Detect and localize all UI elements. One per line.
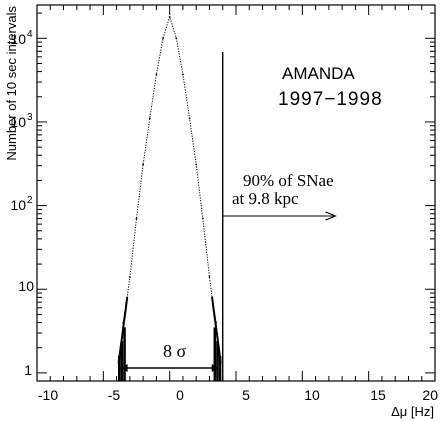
y-axis-title: Number of 10 sec intervals [4, 6, 19, 161]
y-tick-label-exponent: 4 [27, 29, 33, 40]
x-axis-title: Δμ [Hz] [391, 404, 434, 419]
data-point [168, 16, 171, 18]
y-tick-label-exponent: 3 [27, 112, 33, 123]
data-point [182, 73, 184, 76]
axis-ticks [36, 5, 436, 381]
y-tick-label: 10 [10, 197, 26, 213]
data-point [201, 217, 204, 220]
data-point [128, 276, 131, 278]
sigma-arrowhead-right [211, 364, 219, 372]
x-tick-label: -5 [108, 387, 121, 403]
data-point [195, 163, 198, 166]
sigma-arrowhead-left [120, 364, 128, 372]
y-tick-label: 1 [24, 362, 32, 378]
x-tick-label: 5 [242, 387, 250, 403]
x-tick-label: 0 [176, 387, 184, 403]
tail-step-left [117, 297, 129, 364]
x-tick-label: 10 [304, 387, 320, 403]
experiment-label: AMANDA [282, 64, 355, 83]
sigma-label: 8 σ [163, 341, 187, 361]
x-tick-label: -10 [38, 387, 58, 403]
snae-label-line2: at 9.8 kpc [232, 189, 299, 208]
data-point [188, 117, 191, 120]
snae-arrowhead [325, 211, 337, 221]
years-label: 1997−1998 [278, 89, 383, 110]
data-point [155, 73, 158, 76]
series-line [118, 15, 221, 373]
x-tick-label: 15 [370, 387, 386, 403]
data-point [175, 37, 178, 40]
y-tick-label: 10 [10, 31, 26, 47]
snae-label-line1: 90% of SNae [243, 171, 334, 190]
annotation-marks [120, 52, 337, 381]
data-point [148, 117, 151, 120]
tail-step-right [211, 297, 222, 364]
distribution-curve [117, 15, 222, 381]
y-tick-label: 10 [18, 278, 34, 294]
y-tick-label-exponent: 2 [27, 195, 33, 206]
data-point [208, 276, 211, 278]
y-tick-label: 10 [10, 114, 26, 130]
data-point [135, 217, 138, 220]
data-point [142, 163, 145, 166]
x-tick-label: 20 [422, 387, 438, 403]
data-point [162, 37, 164, 40]
